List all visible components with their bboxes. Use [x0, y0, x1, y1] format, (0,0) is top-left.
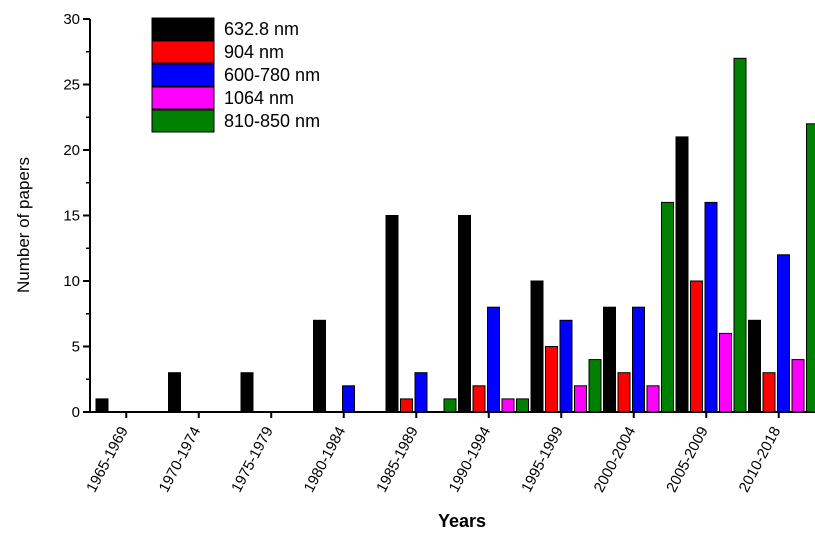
legend-swatch — [152, 41, 214, 63]
bar — [720, 333, 732, 412]
legend-swatch — [152, 87, 214, 109]
bar — [401, 399, 413, 412]
bar — [459, 216, 471, 413]
x-tick-label: 1995-1999 — [518, 424, 567, 495]
x-tick-label: 1965-1969 — [83, 424, 132, 495]
bar — [444, 399, 456, 412]
y-tick-label: 10 — [63, 273, 80, 290]
bar — [807, 124, 815, 412]
y-tick-label: 20 — [63, 142, 80, 159]
bar — [705, 202, 717, 412]
bar — [517, 399, 529, 412]
y-axis-label: Number of papers — [14, 157, 33, 293]
legend-label: 632.8 nm — [224, 19, 299, 39]
x-tick-label: 1970-1974 — [156, 424, 205, 495]
bar — [604, 307, 616, 412]
y-tick-label: 5 — [72, 339, 80, 356]
bar — [676, 137, 688, 412]
bar — [169, 373, 181, 412]
bar — [792, 360, 804, 412]
x-tick-label: 2000-2004 — [591, 424, 640, 495]
bar — [314, 320, 326, 412]
bar — [241, 373, 253, 412]
bar — [343, 386, 355, 412]
bar — [734, 58, 746, 412]
bar — [473, 386, 485, 412]
x-tick-label: 2005-2009 — [663, 424, 712, 495]
legend-label: 904 nm — [224, 42, 284, 62]
bar — [96, 399, 108, 412]
bar — [546, 347, 558, 413]
bar — [575, 386, 587, 412]
legend-label: 600-780 nm — [224, 65, 320, 85]
x-tick-label: 1990-1994 — [446, 424, 495, 495]
bar — [778, 255, 790, 412]
legend-label: 1064 nm — [224, 88, 294, 108]
y-tick-label: 25 — [63, 77, 80, 94]
bar — [618, 373, 630, 412]
bar — [560, 320, 572, 412]
bar — [662, 202, 674, 412]
bar — [691, 281, 703, 412]
bar — [633, 307, 645, 412]
x-tick-label: 2010-2018 — [736, 424, 785, 495]
legend-swatch — [152, 64, 214, 86]
legend: 632.8 nm 904 nm 600-780 nm 1064 nm 810-850 n… — [152, 18, 320, 132]
bar — [531, 281, 543, 412]
bar — [415, 373, 427, 412]
bar — [647, 386, 659, 412]
bar — [749, 320, 761, 412]
y-tick-label: 15 — [63, 208, 80, 225]
bar — [488, 307, 500, 412]
legend-swatch — [152, 110, 214, 132]
legend-swatch — [152, 18, 214, 40]
y-tick-label: 30 — [63, 11, 80, 28]
bar — [502, 399, 514, 412]
legend-label: 810-850 nm — [224, 111, 320, 131]
bar — [763, 373, 775, 412]
x-tick-label: 1985-1989 — [373, 424, 422, 495]
bar — [589, 360, 601, 412]
x-tick-label: 1980-1984 — [301, 424, 350, 495]
bar — [386, 216, 398, 413]
x-axis-label: Years — [438, 511, 486, 531]
y-tick-label: 0 — [72, 404, 80, 421]
x-tick-label: 1975-1979 — [228, 424, 277, 495]
